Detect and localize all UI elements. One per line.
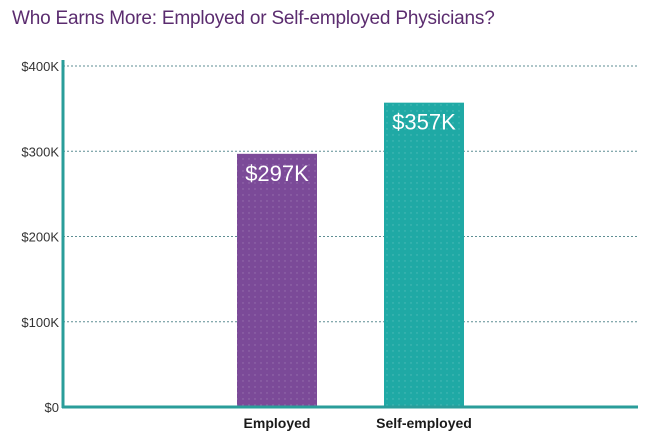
labels: $297K Employed $357K Self-employed [244,110,472,431]
bar-texture [237,153,317,407]
y-tick-label: $400K [21,59,59,74]
axes [61,60,638,409]
bar-texture [384,102,464,407]
y-tick-label: $300K [21,144,59,159]
data-label: $357K [392,110,456,135]
y-axis-ticks: $0 $100K $200K $300K $400K [21,59,59,415]
x-tick-label: Employed [244,415,311,431]
y-tick-label: $0 [45,400,59,415]
bars [237,102,464,407]
chart-title: Who Earns More: Employed or Self-employe… [12,8,495,29]
y-tick-label: $200K [21,230,59,245]
gridlines [63,65,638,323]
x-tick-label: Self-employed [376,415,472,431]
data-label: $297K [245,161,309,186]
y-tick-label: $100K [21,315,59,330]
